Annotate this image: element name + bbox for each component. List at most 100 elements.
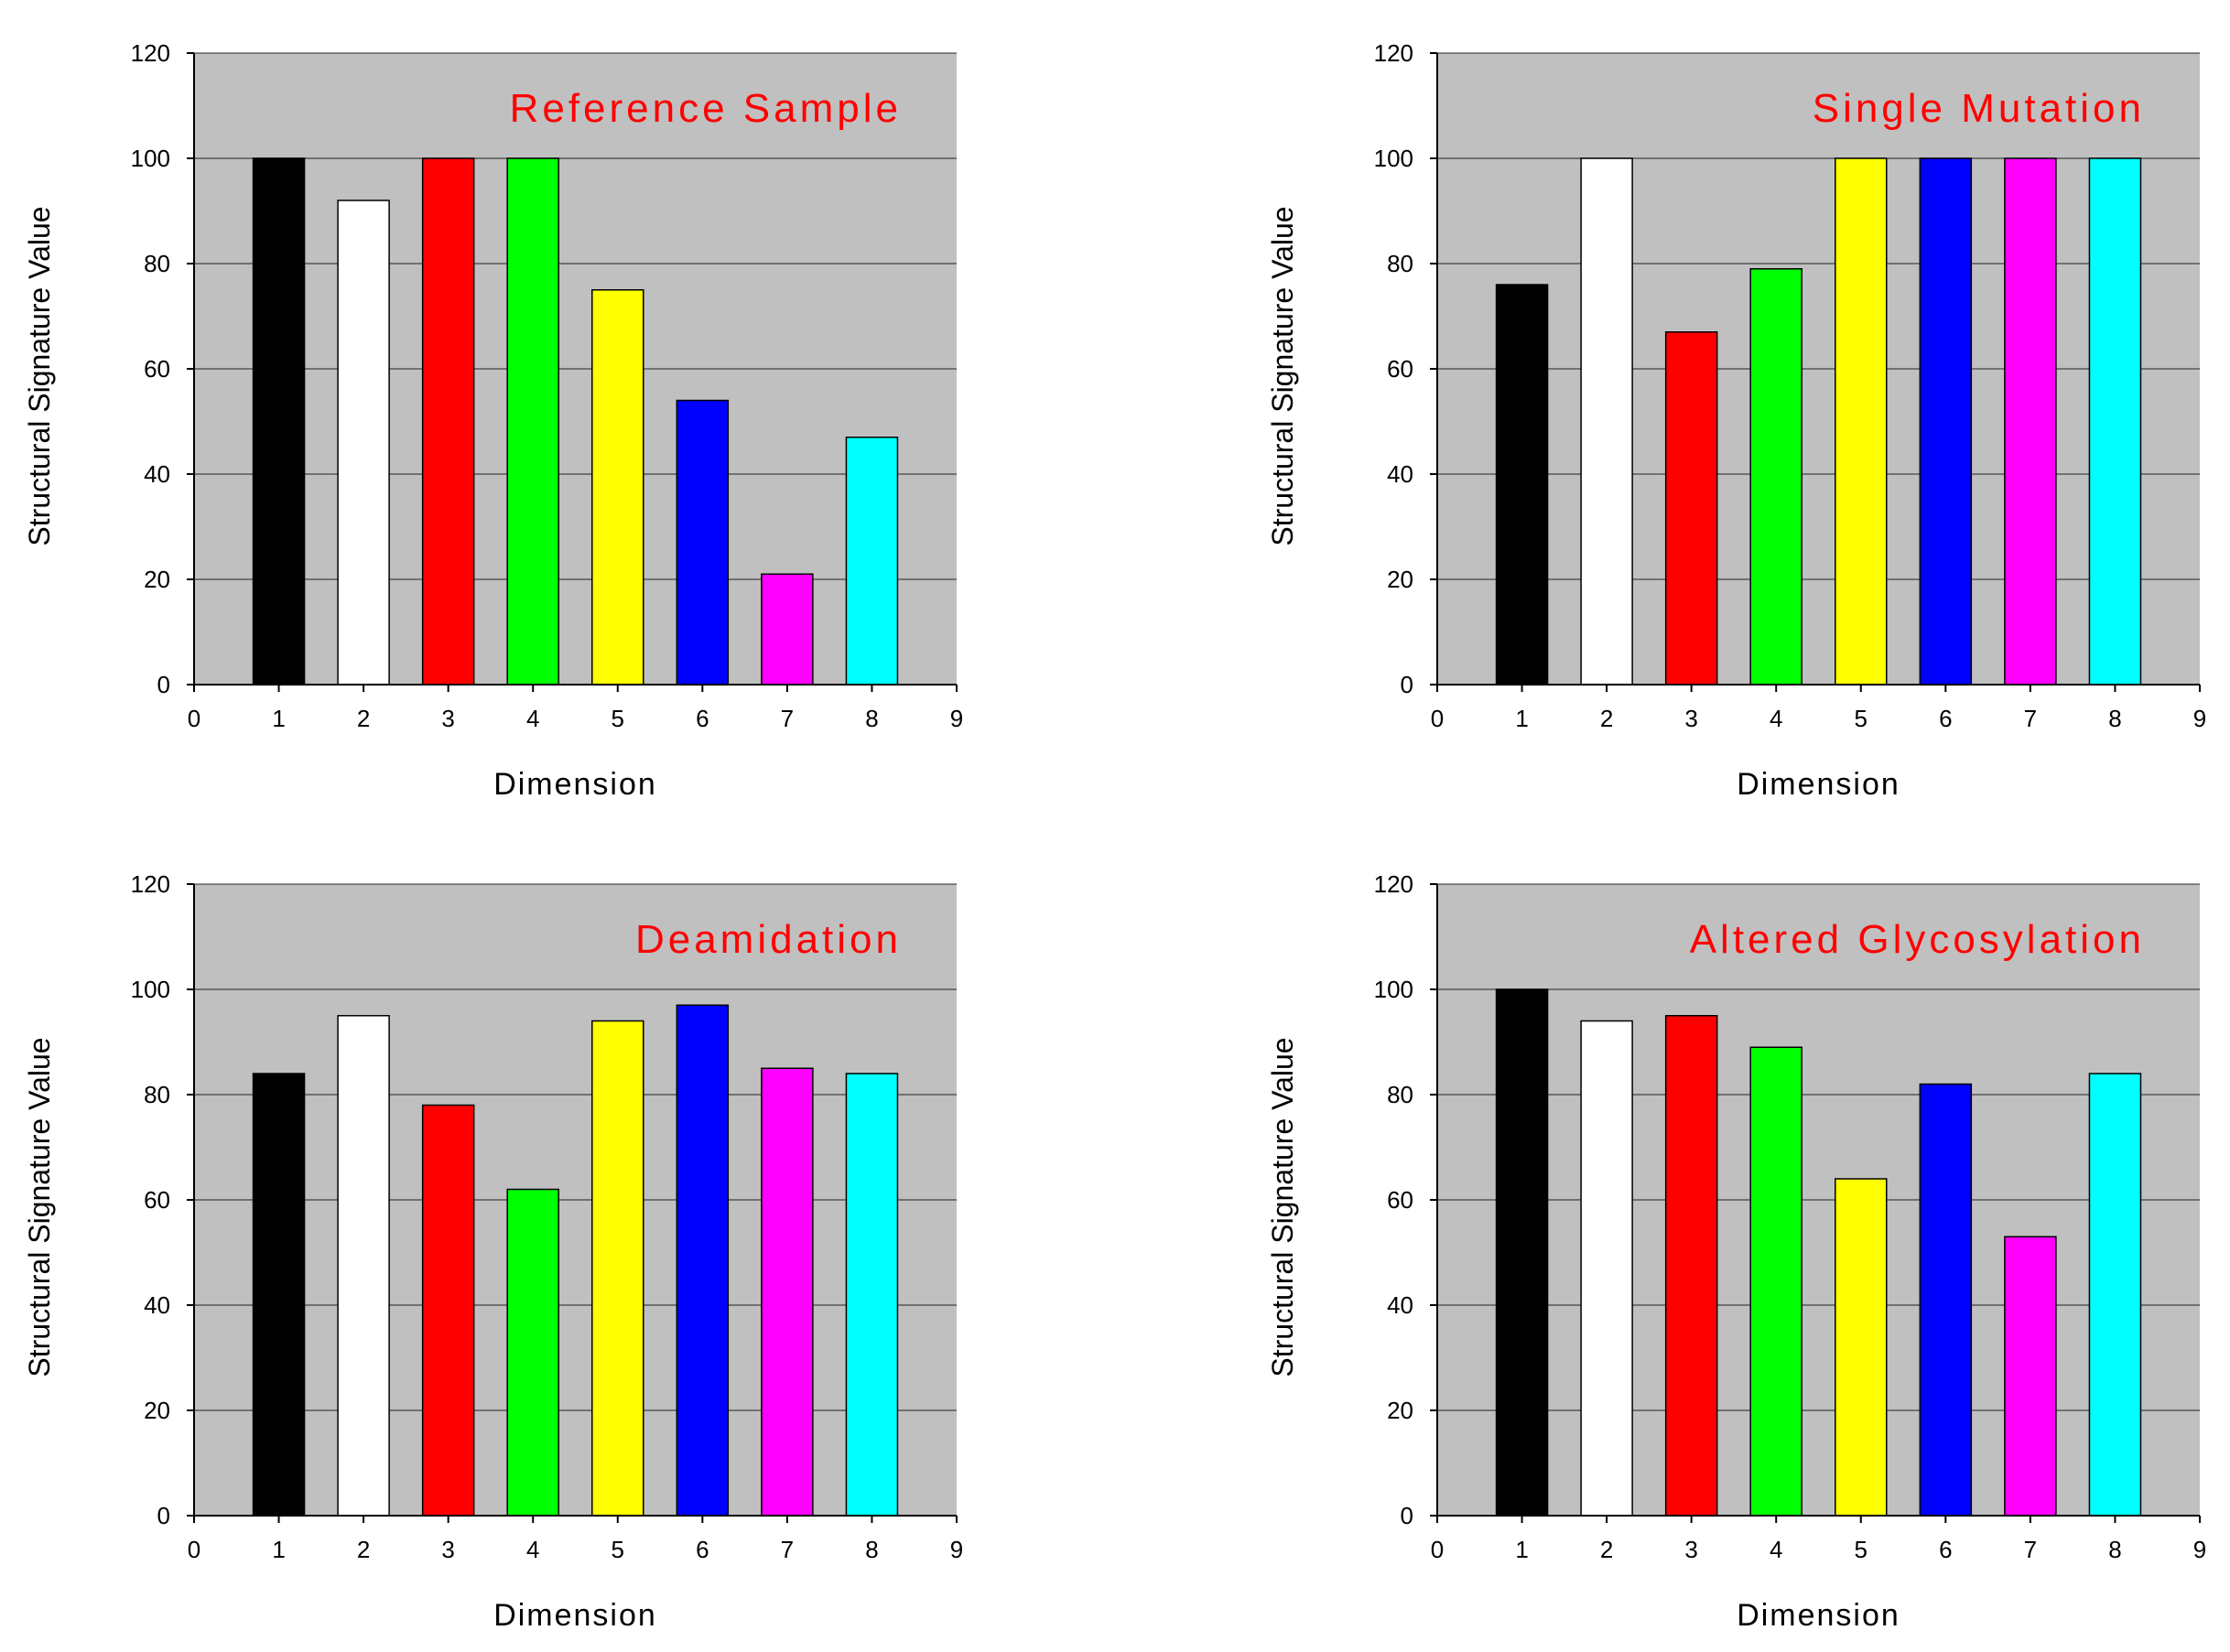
bar-dimension-3: [421, 1104, 475, 1517]
y-tick-label: 120: [1374, 870, 1413, 898]
bar-dimension-3: [1664, 1015, 1718, 1517]
y-tick-label: 100: [1374, 976, 1413, 1003]
bar-dimension-5: [1835, 157, 1888, 686]
y-tick-label: 120: [1374, 39, 1413, 67]
x-tick-label: 1: [272, 1536, 285, 1563]
y-tick-label: 60: [144, 1186, 170, 1214]
y-tick-label: 100: [1374, 145, 1413, 172]
bar-dimension-5: [1835, 1178, 1888, 1517]
x-tick-label: 3: [441, 1536, 454, 1563]
x-tick-label: 6: [696, 1536, 709, 1563]
bar-dimension-5: [591, 289, 644, 686]
x-tick-label: 6: [1939, 705, 1952, 732]
y-tick-label: 20: [1387, 566, 1413, 593]
x-tick-label: 7: [781, 705, 794, 732]
bar-dimension-6: [676, 399, 730, 686]
bar-dimension-5: [591, 1020, 644, 1517]
x-axis-label: Dimension: [1737, 767, 1900, 802]
x-tick-label: 7: [781, 1536, 794, 1563]
bar-dimension-2: [1580, 1020, 1633, 1517]
x-tick-label: 9: [950, 1536, 963, 1563]
x-tick-label: 1: [272, 705, 285, 732]
y-axis-label: Structural Signature Value: [23, 206, 56, 545]
x-axis-label: Dimension: [493, 1598, 657, 1633]
bar-dimension-8: [2088, 157, 2142, 686]
y-tick-label: 100: [131, 145, 170, 172]
x-tick-label: 9: [950, 705, 963, 732]
x-tick-label: 4: [526, 1536, 539, 1563]
x-tick-label: 0: [188, 1536, 200, 1563]
x-tick-label: 9: [2193, 1536, 2206, 1563]
y-tick-label: 20: [1387, 1397, 1413, 1424]
bar-dimension-7: [761, 573, 814, 686]
y-axis-label: Structural Signature Value: [1266, 1037, 1299, 1377]
bar-dimension-4: [1749, 1046, 1802, 1517]
x-tick-label: 3: [1684, 1536, 1697, 1563]
bar-dimension-6: [676, 1004, 730, 1517]
x-tick-label: 9: [2193, 705, 2206, 732]
x-tick-label: 8: [2108, 705, 2121, 732]
bar-dimension-7: [2004, 157, 2057, 686]
x-axis-label: Dimension: [1737, 1598, 1900, 1633]
chart-altered-glycosylation: 0 20 40 60 80 100 120 0 1 2 3 4 5 6 7 8 9 Dimension Struct…: [1266, 870, 2206, 1633]
x-tick-label: 4: [526, 705, 539, 732]
y-axis-label: Structural Signature Value: [1266, 206, 1299, 545]
y-tick-label: 0: [1401, 671, 1413, 698]
bar-dimension-3: [1664, 331, 1718, 686]
x-tick-label: 7: [2024, 705, 2037, 732]
x-tick-label: 2: [1600, 1536, 1613, 1563]
y-tick-label: 20: [144, 566, 170, 593]
x-tick-label: 0: [188, 705, 200, 732]
x-tick-label: 7: [2024, 1536, 2037, 1563]
y-tick-label: 60: [144, 355, 170, 383]
x-tick-label: 1: [1515, 1536, 1528, 1563]
chart-reference-sample: 0 20 40 60 80 100 120 0 1 2 3 4 5 6 7 8 9 Dimension Struct…: [23, 39, 963, 802]
x-tick-label: 5: [612, 705, 624, 732]
bar-dimension-4: [1749, 268, 1802, 686]
x-tick-label: 8: [2108, 1536, 2121, 1563]
x-tick-label: 2: [357, 705, 370, 732]
x-tick-label: 2: [357, 1536, 370, 1563]
x-tick-label: 6: [1939, 1536, 1952, 1563]
y-tick-label: 60: [1387, 1186, 1413, 1214]
y-tick-label: 80: [1387, 250, 1413, 277]
bar-dimension-1: [252, 1073, 306, 1517]
y-tick-label: 80: [1387, 1081, 1413, 1108]
bar-dimension-1: [252, 157, 306, 686]
y-tick-label: 40: [1387, 460, 1413, 488]
y-tick-label: 0: [157, 1502, 170, 1529]
bar-dimension-6: [1919, 1083, 1973, 1517]
bar-dimension-4: [506, 157, 559, 686]
x-tick-label: 3: [441, 705, 454, 732]
y-tick-label: 80: [144, 250, 170, 277]
y-tick-label: 120: [131, 39, 170, 67]
x-tick-label: 3: [1684, 705, 1697, 732]
x-tick-label: 4: [1770, 705, 1782, 732]
bar-dimension-2: [337, 200, 390, 686]
x-axis-label: Dimension: [493, 767, 657, 802]
y-tick-label: 100: [131, 976, 170, 1003]
bar-dimension-2: [1580, 157, 1633, 686]
chart-title: Deamidation: [635, 917, 902, 962]
bar-dimension-4: [506, 1188, 559, 1517]
chart-single-mutation: 0 20 40 60 80 100 120 0 1 2 3 4 5 6 7 8 9 Dimension Struct…: [1266, 39, 2206, 802]
bar-dimension-8: [845, 1073, 899, 1517]
y-tick-label: 0: [1401, 1502, 1413, 1529]
x-tick-label: 2: [1600, 705, 1613, 732]
x-tick-label: 0: [1431, 1536, 1444, 1563]
y-tick-label: 60: [1387, 355, 1413, 383]
bar-dimension-7: [761, 1067, 814, 1517]
x-tick-label: 8: [865, 705, 878, 732]
y-tick-label: 20: [144, 1397, 170, 1424]
x-tick-label: 5: [1855, 1536, 1867, 1563]
bar-dimension-2: [337, 1015, 390, 1517]
y-tick-label: 40: [144, 460, 170, 488]
x-tick-label: 8: [865, 1536, 878, 1563]
y-tick-label: 40: [1387, 1291, 1413, 1319]
x-tick-label: 5: [612, 1536, 624, 1563]
x-tick-label: 0: [1431, 705, 1444, 732]
y-tick-label: 120: [131, 870, 170, 898]
x-tick-label: 1: [1515, 705, 1528, 732]
bar-dimension-1: [1495, 988, 1549, 1517]
chart-title: Single Mutation: [1813, 86, 2145, 131]
